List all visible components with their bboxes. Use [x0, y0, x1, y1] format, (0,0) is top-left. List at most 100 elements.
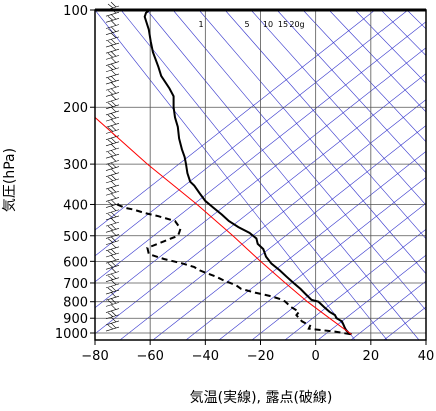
wind-barb [105, 45, 120, 54]
wind-barb [105, 322, 120, 332]
moist-adiabat-line [95, 10, 356, 340]
wind-barb [105, 63, 120, 73]
y-tick-label: 600 [63, 255, 88, 270]
x-tick-label: 0 [312, 349, 320, 364]
wind-barb [105, 75, 120, 85]
x-tick-label: 40 [418, 349, 435, 364]
wind-barb [105, 100, 120, 110]
dry-adiabat-line [95, 10, 376, 231]
wind-barb [105, 20, 120, 29]
wind-barb [105, 248, 120, 258]
wind-barb [105, 82, 120, 91]
parcel-line [95, 117, 352, 335]
y-tick-label: 300 [63, 158, 88, 173]
wind-barb [105, 291, 120, 301]
dry-adiabat-line [317, 254, 426, 340]
wind-barb [105, 69, 120, 79]
wind-barb [105, 51, 120, 60]
wind-barb [105, 125, 120, 134]
wind-barb [105, 143, 120, 153]
wind-barb [105, 279, 120, 289]
x-axis: −80 −60 −40 −20 0 20 40 [81, 340, 434, 364]
wind-barb [105, 217, 120, 227]
dry-adiabat-line [251, 202, 426, 340]
x-tick-label: 20 [363, 349, 380, 364]
wind-barb [105, 304, 120, 313]
wind-barb [105, 57, 120, 66]
wind-barb [105, 211, 120, 221]
wind-barb [105, 38, 120, 48]
dry-adiabat-line [350, 280, 426, 340]
wind-barb [105, 224, 120, 233]
wind-barb [105, 187, 120, 196]
mixing-ratio-label: 15 [278, 20, 288, 29]
mixing-ratio-label: 10 [263, 20, 273, 29]
moist-adiabat-line [172, 10, 426, 311]
wind-barb [105, 316, 120, 326]
wind-barb [105, 156, 120, 165]
moist-adiabat-line [380, 10, 426, 56]
dry-adiabat-line [218, 176, 426, 340]
wind-barb [105, 285, 120, 295]
moist-adiabat-line [146, 10, 420, 340]
dry-adiabat-line [185, 151, 426, 340]
grid-lines [94, 9, 427, 340]
dewpoint-line [116, 203, 352, 336]
x-tick-label: −60 [136, 349, 163, 364]
wind-barb [105, 149, 120, 159]
wind-barb [105, 193, 120, 202]
wind-barb [105, 162, 120, 171]
moist-adiabat-line [328, 10, 426, 113]
wind-barb [105, 119, 120, 128]
y-tick-label: 200 [63, 101, 88, 116]
x-tick-label: −40 [192, 349, 219, 364]
y-tick-label: 1000 [55, 327, 88, 342]
y-tick-label: 100 [63, 4, 88, 19]
moist-adiabat-line [120, 10, 388, 340]
y-tick-label: 800 [63, 296, 88, 311]
dry-adiabat-line [152, 125, 426, 340]
sounding-series [95, 10, 352, 336]
wind-barb [105, 26, 120, 35]
wind-barb [105, 230, 120, 239]
dry-adiabat-line [95, 47, 426, 309]
wind-barb [105, 298, 120, 307]
wind-barb [105, 32, 120, 42]
wind-barb [105, 205, 120, 215]
dry-adiabat-line [119, 99, 426, 340]
mixing-ratio-label: 1 [198, 20, 203, 29]
x-axis-title: 気温(実線), 露点(破線) [190, 390, 333, 406]
moist-adiabat-line [276, 10, 426, 174]
wind-barb [105, 236, 120, 245]
wind-barb [105, 137, 120, 147]
wind-barb [105, 112, 120, 122]
dry-adiabat-line [383, 306, 426, 340]
y-tick-label: 700 [63, 277, 88, 292]
wind-barb [105, 14, 120, 23]
wind-barb [105, 254, 120, 264]
wind-barb [105, 199, 120, 208]
wind-barbs [105, 1, 120, 332]
moist-adiabat-line [224, 10, 426, 240]
wind-barb [105, 174, 120, 184]
y-tick-label: 900 [63, 312, 88, 327]
dry-adiabat-line [284, 228, 426, 340]
y-axis-title: 気圧(hPa) [2, 148, 18, 212]
dry-adiabat-line [95, 10, 409, 257]
temperature-line [143, 10, 352, 336]
moist-adiabat-line [302, 10, 426, 143]
x-tick-label: −20 [247, 349, 274, 364]
dry-and-moist-adiabat-lines [95, 10, 426, 340]
wind-barb [105, 88, 120, 97]
wind-barb [105, 267, 120, 276]
wind-barb [105, 310, 120, 320]
moist-adiabat-line [250, 10, 426, 206]
y-tick-label: 500 [63, 230, 88, 245]
x-tick-label: −80 [81, 349, 108, 364]
wind-barb [105, 242, 120, 252]
moist-adiabat-line [198, 10, 426, 275]
wind-barb [105, 168, 120, 177]
y-tick-label: 400 [63, 198, 88, 213]
